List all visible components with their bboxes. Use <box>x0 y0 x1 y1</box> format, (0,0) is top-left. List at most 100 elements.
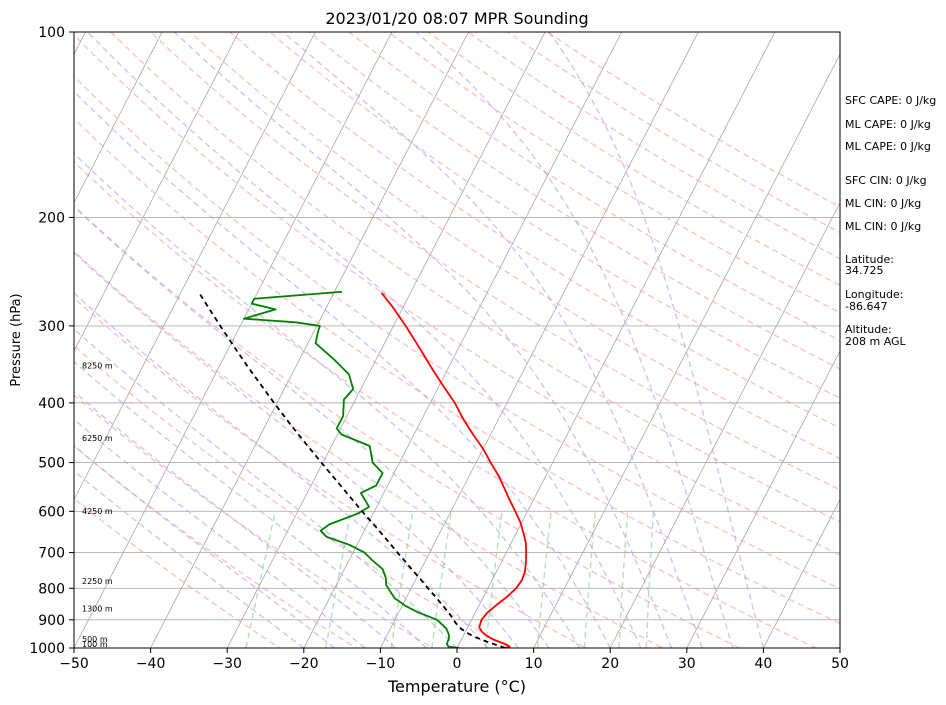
height-label: 2250 m <box>82 577 113 586</box>
height-label: 8250 m <box>82 361 113 370</box>
x-tick-label: −30 <box>212 656 242 672</box>
dry-adiabat <box>74 297 588 648</box>
isotherm <box>74 32 316 501</box>
dry-adiabat <box>74 205 741 648</box>
moist-adiabat <box>74 328 458 648</box>
moist-adiabat <box>282 32 703 648</box>
isotherm <box>150 32 469 648</box>
x-tick-label: 20 <box>601 656 619 672</box>
y-tick-label: 400 <box>38 396 65 412</box>
y-axis: 100 200 300 400 500 600 700 800 900 1000 <box>29 25 74 657</box>
moist-adiabat <box>74 444 335 648</box>
annotation-text: ML CAPE: 0 J/kg <box>845 118 931 131</box>
moist-adiabat <box>74 90 611 648</box>
x-tick-label: −10 <box>366 656 396 672</box>
height-label: 1300 m <box>82 605 113 614</box>
temperature-profile-line <box>380 292 528 648</box>
isotherm <box>762 498 840 648</box>
moist-adiabat <box>74 205 550 648</box>
x-tick-label: −40 <box>136 656 166 672</box>
y-tick-label: 700 <box>38 546 65 562</box>
x-tick-label: 40 <box>754 656 772 672</box>
moist-adiabat <box>415 32 734 648</box>
moist-adiabat <box>74 152 581 648</box>
dewpoint-profile-line <box>243 290 460 648</box>
x-tick-label: 10 <box>525 656 543 672</box>
dry-adiabat <box>228 32 840 429</box>
height-label: 100 m <box>82 640 108 649</box>
x-tick-label: −50 <box>59 656 89 672</box>
annotation-text: SFC CIN: 0 J/kg <box>845 174 927 187</box>
annotation-text: ML CIN: 0 J/kg <box>845 220 921 233</box>
y-tick-label: 200 <box>38 210 65 226</box>
y-tick-label: 100 <box>38 25 65 41</box>
y-tick-label: 500 <box>38 456 65 472</box>
isotherm <box>74 32 240 353</box>
side-annotations: SFC CAPE: 0 J/kg ML CAPE: 0 J/kg ML CAPE: … <box>845 94 936 348</box>
dry-adiabat <box>74 394 435 648</box>
dry-adiabat <box>74 445 358 648</box>
dry-adiabat <box>74 497 281 648</box>
parcel-profile-line <box>198 292 506 648</box>
y-tick-label: 1000 <box>29 641 65 657</box>
annotation-text: Altitude: <box>845 323 892 336</box>
dry-adiabat <box>387 32 840 314</box>
isotherm <box>609 201 840 648</box>
moist-adiabat <box>548 32 765 648</box>
moist-adiabat <box>74 251 519 648</box>
moist-adiabat <box>173 32 673 648</box>
x-tick-label: 30 <box>678 656 696 672</box>
annotation-text: -86.647 <box>845 300 887 313</box>
dry-adiabat <box>268 32 840 399</box>
dry-adiabat <box>189 32 840 460</box>
moist-adiabat <box>74 418 366 648</box>
y-tick-label: 300 <box>38 319 65 335</box>
series-layer <box>198 290 528 648</box>
moist-adiabat <box>87 32 642 648</box>
background-lines <box>74 32 840 648</box>
y-tick-label: 800 <box>38 581 65 597</box>
x-axis: −50 −40 −30 −20 −10 0 10 20 30 40 50 <box>59 648 849 672</box>
annotation-text: ML CIN: 0 J/kg <box>845 197 921 210</box>
x-tick-label: −20 <box>289 656 319 672</box>
height-label: 4250 m <box>82 507 113 516</box>
moist-adiabat <box>74 360 427 648</box>
moist-adiabat <box>74 470 305 648</box>
annotation-text: Latitude: <box>845 253 894 266</box>
y-tick-label: 600 <box>38 504 65 520</box>
y-tick-label: 900 <box>38 613 65 629</box>
mixing-ratio-line <box>484 511 503 648</box>
annotation-text: Longitude: <box>845 288 903 301</box>
annotation-text: SFC CAPE: 0 J/kg <box>845 94 936 107</box>
dry-adiabat <box>74 250 665 648</box>
chart-title: 2023/01/20 08:07 MPR Sounding <box>325 9 588 28</box>
isotherm <box>226 32 546 648</box>
dry-adiabat <box>74 33 840 556</box>
grid-lines <box>74 32 840 648</box>
plot-frame <box>73 31 841 649</box>
y-axis-label: Pressure (hPa) <box>9 293 24 386</box>
mixing-ratio-line <box>431 511 453 648</box>
x-axis-label: Temperature (°C) <box>387 677 526 696</box>
isotherm <box>533 53 840 648</box>
height-label: 6250 m <box>82 434 113 443</box>
x-tick-label: 0 <box>453 656 462 672</box>
isotherm <box>303 32 623 648</box>
isotherm <box>379 32 699 648</box>
dry-adiabat <box>74 75 840 590</box>
height-label: 500 m <box>82 635 108 644</box>
isotherm <box>686 350 840 648</box>
dry-adiabat <box>109 32 840 523</box>
isotherm <box>74 32 393 648</box>
isotherm <box>456 32 776 648</box>
x-tick-label: 50 <box>831 656 849 672</box>
dry-adiabat <box>74 160 818 648</box>
dry-adiabat <box>149 32 840 491</box>
annotation-text: 34.725 <box>845 264 884 277</box>
mixing-ratio-line <box>645 511 655 648</box>
isotherm <box>74 32 163 204</box>
annotation-text: 208 m AGL <box>845 335 907 348</box>
annotation-text: ML CAPE: 0 J/kg <box>845 140 931 153</box>
